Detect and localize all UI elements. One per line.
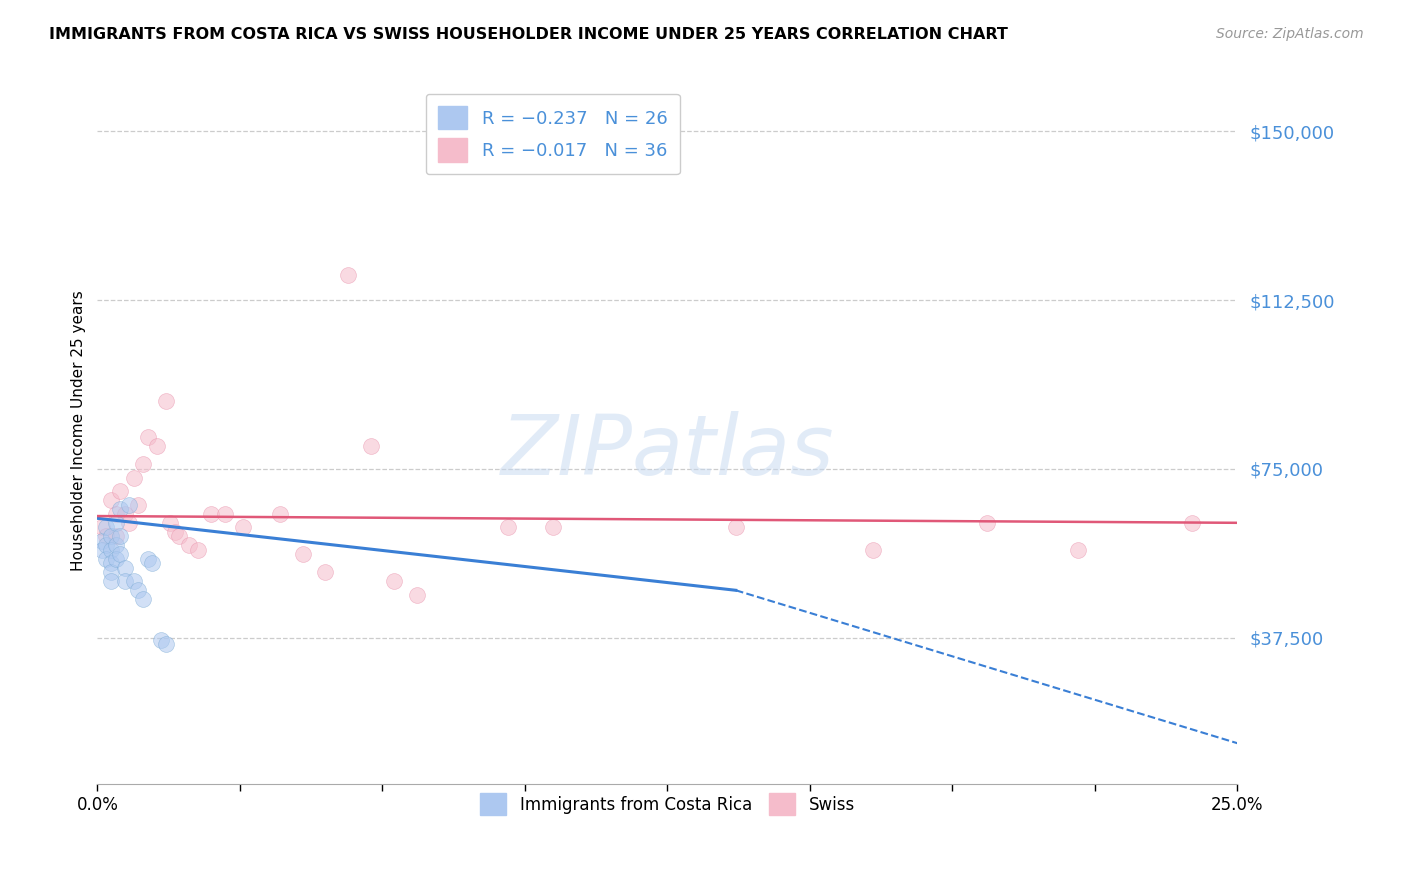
Point — [118, 516, 141, 530]
Point — [100, 542, 122, 557]
Text: IMMIGRANTS FROM COSTA RICA VS SWISS HOUSEHOLDER INCOME UNDER 25 YEARS CORRELATIO: IMMIGRANTS FROM COSTA RICA VS SWISS HOUS… — [49, 27, 1008, 42]
Point — [405, 588, 427, 602]
Point — [269, 507, 291, 521]
Point — [132, 592, 155, 607]
Point — [187, 542, 209, 557]
Point — [90, 542, 112, 557]
Point — [100, 566, 122, 580]
Point — [127, 498, 149, 512]
Point — [543, 520, 565, 534]
Point — [214, 507, 236, 521]
Point — [108, 547, 131, 561]
Point — [108, 484, 131, 499]
Point — [122, 471, 145, 485]
Point — [96, 520, 118, 534]
Point — [90, 520, 112, 534]
Point — [496, 520, 519, 534]
Point — [159, 516, 181, 530]
Point — [155, 637, 177, 651]
Point — [150, 632, 173, 647]
Point — [104, 529, 127, 543]
Point — [724, 520, 747, 534]
Point — [108, 502, 131, 516]
Point — [90, 533, 112, 548]
Point — [96, 529, 118, 543]
Point — [145, 439, 167, 453]
Point — [136, 551, 159, 566]
Point — [976, 516, 998, 530]
Point — [118, 498, 141, 512]
Legend: Immigrants from Costa Rica, Swiss: Immigrants from Costa Rica, Swiss — [470, 783, 865, 825]
Text: ZIPatlas: ZIPatlas — [501, 411, 834, 492]
Point — [136, 430, 159, 444]
Point — [1181, 516, 1204, 530]
Point — [291, 547, 314, 561]
Point — [169, 529, 191, 543]
Point — [100, 574, 122, 589]
Point — [163, 524, 186, 539]
Point — [100, 529, 122, 543]
Point — [108, 529, 131, 543]
Point — [337, 268, 360, 283]
Point — [141, 557, 163, 571]
Point — [862, 542, 884, 557]
Point — [127, 583, 149, 598]
Point — [96, 551, 118, 566]
Point — [155, 394, 177, 409]
Point — [104, 538, 127, 552]
Point — [382, 574, 405, 589]
Y-axis label: Householder Income Under 25 years: Householder Income Under 25 years — [72, 290, 86, 571]
Point — [132, 458, 155, 472]
Point — [114, 574, 136, 589]
Point — [104, 551, 127, 566]
Point — [1067, 542, 1090, 557]
Point — [200, 507, 222, 521]
Point — [100, 557, 122, 571]
Point — [122, 574, 145, 589]
Point — [114, 561, 136, 575]
Point — [104, 516, 127, 530]
Point — [114, 507, 136, 521]
Point — [96, 538, 118, 552]
Point — [232, 520, 254, 534]
Point — [104, 507, 127, 521]
Point — [177, 538, 200, 552]
Text: Source: ZipAtlas.com: Source: ZipAtlas.com — [1216, 27, 1364, 41]
Point — [360, 439, 382, 453]
Point — [100, 493, 122, 508]
Point — [314, 566, 336, 580]
